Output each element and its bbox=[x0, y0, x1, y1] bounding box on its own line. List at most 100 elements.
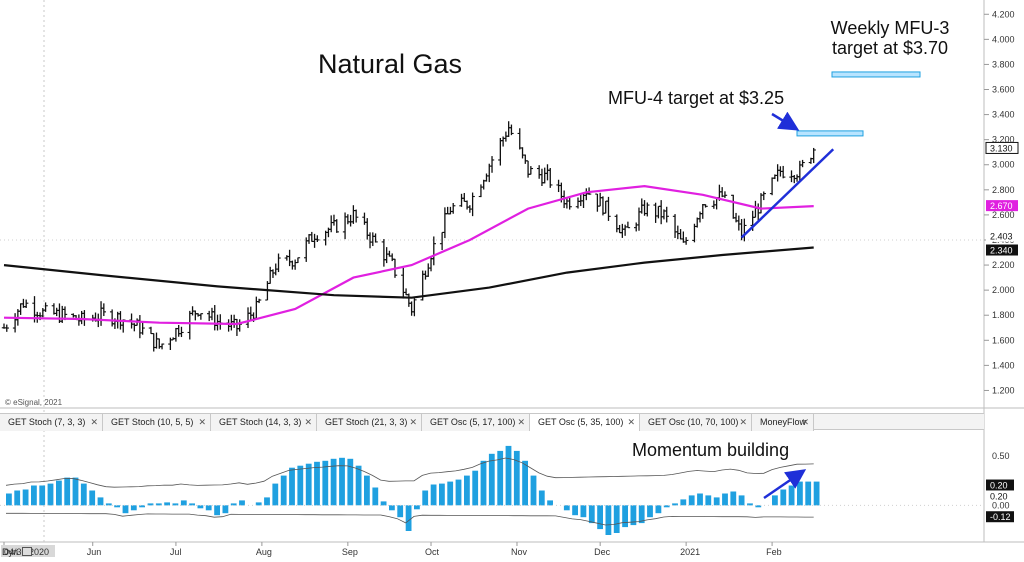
price-bar bbox=[334, 219, 339, 233]
close-icon[interactable]: ✕ bbox=[627, 417, 635, 427]
osc-bar bbox=[255, 502, 262, 506]
calendar-icon[interactable] bbox=[22, 547, 32, 556]
osc-bar bbox=[513, 450, 520, 506]
price-bar bbox=[780, 165, 786, 179]
y-tick-label: 4.200 bbox=[992, 9, 1015, 19]
osc-bar bbox=[14, 490, 21, 506]
price-bar bbox=[43, 302, 48, 312]
osc-bar bbox=[547, 500, 553, 506]
osc-bar bbox=[772, 495, 778, 506]
price-bar bbox=[4, 324, 9, 332]
osc-bar bbox=[647, 505, 653, 518]
osc-upper-band bbox=[5, 457, 814, 488]
osc-bar bbox=[530, 475, 537, 506]
osc-bar bbox=[297, 465, 304, 506]
osc-y-tick-label: 0.50 bbox=[992, 451, 1010, 461]
osc-bar bbox=[197, 505, 204, 509]
indicator-tab[interactable]: GET Stoch (10, 5, 5) ✕ bbox=[103, 414, 211, 431]
osc-bar bbox=[672, 503, 678, 506]
osc-bar bbox=[630, 505, 637, 526]
close-icon[interactable]: ✕ bbox=[304, 417, 312, 427]
y-tick-label: 2.000 bbox=[992, 285, 1015, 295]
osc-bar bbox=[56, 480, 62, 506]
osc-bar bbox=[464, 475, 470, 506]
osc-bar bbox=[364, 475, 370, 506]
chart-title: Natural Gas bbox=[318, 49, 463, 79]
osc-last-value-flag: 0.20 bbox=[986, 479, 1014, 491]
moving-average-2 bbox=[3, 246, 814, 299]
last-value-flag: 2.670 bbox=[986, 200, 1018, 212]
price-bar bbox=[431, 236, 436, 266]
x-tick-label: Aug bbox=[256, 547, 272, 557]
osc-bar bbox=[622, 505, 628, 528]
indicator-tab-label: GET Osc (5, 17, 100) bbox=[430, 417, 516, 427]
osc-lower-band bbox=[6, 512, 814, 526]
y-tick-label: 3.600 bbox=[992, 85, 1015, 95]
price-bar bbox=[140, 321, 145, 335]
last-value-flag: 3.130 bbox=[985, 141, 1019, 154]
x-tick-label: Jun bbox=[87, 547, 102, 557]
osc-bar bbox=[414, 505, 420, 510]
svg-text:-0.12: -0.12 bbox=[990, 512, 1011, 522]
close-icon[interactable]: ✕ bbox=[517, 417, 525, 427]
oscillator-series bbox=[0, 445, 984, 535]
price-bar bbox=[198, 313, 204, 320]
osc-bar bbox=[780, 489, 787, 506]
svg-text:0.20: 0.20 bbox=[990, 481, 1008, 491]
dyn-label[interactable]: Dyn bbox=[2, 547, 19, 557]
price-bar bbox=[470, 192, 475, 217]
osc-bar bbox=[572, 505, 578, 516]
y-tick-label: 1.200 bbox=[992, 385, 1015, 395]
trendline bbox=[740, 148, 835, 239]
indicator-tab[interactable]: GET Stoch (7, 3, 3) ✕ bbox=[0, 414, 103, 431]
osc-bar bbox=[189, 503, 195, 506]
price-bar bbox=[315, 235, 320, 243]
osc-bar bbox=[797, 481, 803, 506]
osc-bar bbox=[155, 503, 162, 506]
osc-bar bbox=[447, 481, 454, 506]
osc-bar bbox=[663, 505, 670, 508]
y-tick-label: 3.200 bbox=[992, 135, 1015, 145]
osc-bar bbox=[638, 505, 645, 524]
osc-y-tick-label: 0.00 bbox=[992, 500, 1010, 510]
price-bar bbox=[509, 124, 514, 136]
osc-bar bbox=[655, 505, 662, 514]
close-icon[interactable]: ✕ bbox=[801, 417, 809, 427]
y-tick-label: 1.400 bbox=[992, 360, 1015, 370]
close-icon[interactable]: ✕ bbox=[198, 417, 206, 427]
osc-bar bbox=[747, 503, 753, 506]
x-tick: Nov bbox=[511, 542, 527, 557]
axes: 4.200 4.000 3.800 3.600 3.400 3.200 3.000 2.800… bbox=[1, 9, 1019, 557]
x-tick: Sep bbox=[342, 542, 358, 557]
indicator-tab[interactable]: GET Osc (5, 17, 100) ✕ bbox=[422, 414, 530, 431]
osc-bar bbox=[697, 493, 703, 506]
credit-text: © eSignal, 2021 bbox=[5, 398, 63, 407]
osc-bar bbox=[147, 503, 154, 506]
x-tick-label: Feb bbox=[766, 547, 782, 557]
close-icon[interactable]: ✕ bbox=[90, 417, 98, 427]
svg-text:0.20: 0.20 bbox=[990, 491, 1008, 501]
osc-last-value-flag: 0.20 bbox=[986, 490, 1014, 502]
last-value-flag: 2.403 bbox=[986, 230, 1018, 242]
indicator-tab[interactable]: GET Stoch (14, 3, 3) ✕ bbox=[211, 414, 317, 431]
osc-bar bbox=[264, 497, 270, 506]
indicator-tab[interactable]: GET Stoch (21, 3, 3) ✕ bbox=[317, 414, 422, 431]
osc-bar bbox=[439, 483, 445, 506]
osc-bar bbox=[397, 505, 404, 518]
momentum-arrow bbox=[763, 469, 807, 500]
indicator-tab-label: MoneyFlow bbox=[760, 417, 807, 427]
indicator-tab[interactable]: GET Osc (10, 70, 100) ✕ bbox=[640, 414, 752, 431]
price-bar bbox=[451, 202, 456, 214]
osc-bar bbox=[355, 465, 362, 506]
price-bar bbox=[412, 298, 417, 317]
indicator-tab[interactable]: MoneyFlow ✕ bbox=[752, 414, 814, 431]
osc-last-value-flag: -0.12 bbox=[986, 511, 1014, 522]
close-icon[interactable]: ✕ bbox=[409, 417, 417, 427]
x-tick: 2021 bbox=[680, 542, 700, 557]
osc-bar bbox=[322, 460, 329, 506]
close-icon[interactable]: ✕ bbox=[739, 417, 747, 427]
x-tick: Feb bbox=[766, 542, 782, 557]
x-tick-label: Dec bbox=[594, 547, 611, 557]
price-bar bbox=[353, 209, 359, 223]
indicator-tab[interactable]: GET Osc (5, 35, 100) ✕ bbox=[530, 414, 640, 431]
